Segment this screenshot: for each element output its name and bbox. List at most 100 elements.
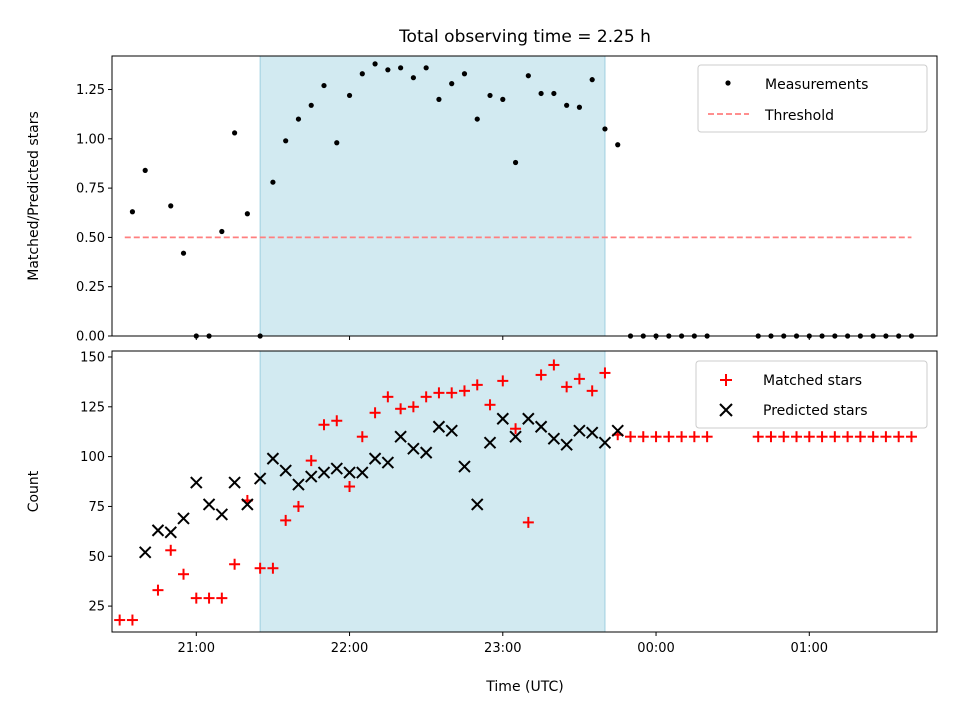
matched-point — [331, 415, 343, 427]
predicted-point — [585, 426, 599, 439]
bottom-x-axis-label: Time (UTC) — [485, 679, 563, 695]
y-tick-label: 125 — [80, 400, 105, 415]
predicted-point — [483, 436, 497, 449]
predicted-point — [292, 478, 305, 491]
predicted-point — [522, 412, 535, 425]
y-tick-label: 25 — [88, 600, 105, 615]
matched-point — [522, 516, 534, 528]
matched-point — [446, 387, 458, 399]
measurement-point — [334, 140, 340, 146]
measurement-point — [270, 179, 276, 185]
matched-point — [216, 592, 228, 604]
predicted-point — [534, 420, 548, 433]
matched-point — [573, 373, 585, 385]
measurement-point — [219, 228, 225, 235]
measurement-point — [346, 92, 353, 99]
y-tick-label: 0.25 — [76, 280, 105, 295]
y-tick-label: 1.00 — [76, 132, 105, 147]
matched-point — [229, 558, 241, 570]
measurement-point — [487, 92, 493, 99]
matched-point — [190, 592, 202, 604]
predicted-point — [432, 420, 446, 433]
measurement-point — [512, 159, 519, 166]
bottom-legend: Matched stars Predicted stars — [695, 360, 928, 429]
y-tick-label: 0.50 — [76, 231, 105, 246]
y-tick-label: 75 — [88, 500, 105, 515]
y-tick-label: 150 — [80, 350, 105, 365]
matched-point — [152, 584, 164, 596]
predicted-point — [547, 432, 561, 445]
measurement-point — [372, 61, 378, 67]
matched-point — [791, 431, 803, 443]
matched-point — [765, 431, 777, 443]
predicted-point — [330, 462, 343, 475]
legend-threshold-label: Threshold — [764, 108, 834, 124]
predicted-point — [419, 446, 433, 459]
matched-point — [292, 500, 304, 512]
matched-point — [433, 387, 445, 399]
matched-point — [165, 544, 177, 556]
top-x-ticks — [195, 336, 810, 340]
predicted-point — [190, 476, 203, 489]
bottom-shaded-interval — [259, 350, 606, 633]
top-y-ticks: 0.00 0.25 0.50 0.75 1.00 1.25 — [76, 83, 112, 345]
predicted-point — [343, 466, 356, 479]
measurement-point — [500, 96, 506, 102]
matched-point — [535, 369, 547, 381]
matched-point — [867, 431, 879, 443]
matched-point — [688, 431, 700, 443]
measurement-point — [525, 73, 531, 79]
predicted-point — [381, 456, 395, 469]
measurement-point — [474, 116, 480, 122]
matched-point — [778, 431, 790, 443]
matched-point — [318, 419, 330, 431]
matched-point — [458, 385, 470, 397]
matched-point — [752, 431, 764, 443]
matched-point — [880, 431, 892, 443]
matched-point — [471, 379, 483, 391]
matched-point — [599, 367, 611, 379]
measurement-point — [398, 65, 404, 71]
matched-point — [395, 403, 407, 415]
predicted-point — [151, 524, 165, 537]
matched-point — [356, 431, 368, 443]
measurement-point — [461, 71, 468, 77]
measurement-point — [142, 167, 148, 173]
matched-point — [114, 614, 126, 626]
measurement-point — [551, 90, 557, 97]
matched-point — [701, 431, 713, 443]
top-y-axis-label: Matched/Predicted stars — [26, 111, 42, 281]
bottom-x-ticks: 21:00 22:00 23:00 00:00 01:00 — [178, 632, 828, 656]
top-legend: Measurements Threshold — [697, 64, 928, 133]
bottom-y-axis-label: Count — [26, 470, 42, 512]
measurement-point — [180, 250, 187, 256]
matched-point — [203, 592, 215, 604]
matched-point — [484, 399, 496, 411]
legend-measurements-marker — [725, 80, 731, 86]
measurement-point — [436, 96, 442, 102]
top-shaded-interval — [259, 55, 606, 337]
predicted-point — [215, 508, 229, 521]
legend-measurements-label: Measurements — [765, 77, 868, 93]
measurement-point — [168, 203, 174, 209]
bottom-panel: 25 50 75 100 125 150 21:00 22:00 23:00 00:00 01:0… — [26, 350, 938, 695]
x-tick-label: 21:00 — [178, 641, 215, 656]
matched-point — [624, 431, 636, 443]
bottom-frame — [111, 350, 938, 633]
predicted-point — [394, 430, 407, 443]
y-tick-label: 50 — [88, 550, 105, 565]
measurement-point — [308, 102, 314, 108]
matched-point — [637, 431, 649, 443]
predicted-point — [202, 498, 216, 511]
legend-predicted-label: Predicted stars — [763, 403, 868, 419]
legend-matched-label: Matched stars — [763, 373, 862, 389]
measurement-point — [321, 82, 327, 89]
top-legend-box — [697, 64, 928, 133]
legend-matched-marker — [720, 374, 732, 386]
matched-point — [382, 391, 394, 403]
predicted-point — [228, 476, 241, 489]
matched-point — [267, 562, 279, 574]
predicted-point — [368, 452, 382, 465]
predicted-point — [509, 430, 522, 443]
predicted-point — [573, 424, 586, 437]
